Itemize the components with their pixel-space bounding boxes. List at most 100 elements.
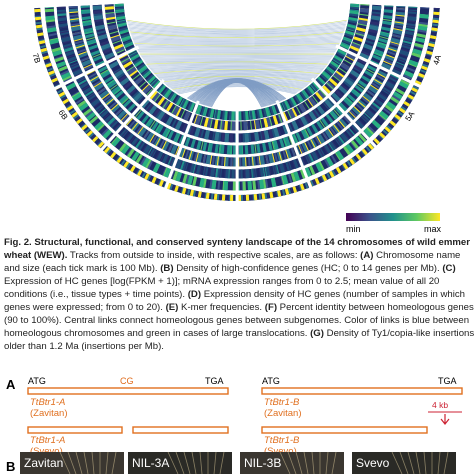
caption-part: Chromosome name and size (each tick mark… [4, 250, 461, 274]
link [200, 81, 273, 105]
link [131, 36, 343, 42]
caption-part: (C) [442, 263, 456, 274]
link [160, 74, 314, 81]
line-name: (Zavitan) [264, 408, 301, 419]
gene-bar [27, 426, 123, 434]
link [150, 65, 324, 70]
link [197, 80, 276, 104]
link [147, 62, 327, 66]
link [179, 86, 295, 95]
photo-texture [219, 451, 225, 474]
photo-texture [167, 451, 179, 474]
link [128, 26, 346, 35]
photo-texture [331, 451, 337, 474]
link [128, 25, 346, 34]
link [190, 78, 283, 101]
link [135, 45, 339, 49]
link [131, 34, 343, 40]
gene-left: ATG CG TGA TtBtr1-A (Zavitan) TtBtr1-A (… [27, 376, 229, 457]
link [146, 61, 328, 65]
photo-texture [111, 451, 117, 474]
link [138, 50, 336, 52]
scale-max: max [424, 224, 442, 234]
photo-texture [91, 451, 95, 474]
track-pattern [80, 5, 394, 155]
line-name: (Svevo) [264, 446, 297, 457]
link [175, 84, 299, 93]
link [131, 35, 343, 41]
link [142, 56, 332, 58]
photo-texture [191, 451, 197, 474]
photo-row: Zavitan NIL-3A NIL-3B Svevo [20, 451, 456, 474]
gene-right: ATG TGA TtBtr1-B (Zavitan) 4 kb TtBtr1-B… [261, 376, 463, 457]
photo-texture [295, 451, 303, 474]
link [195, 80, 278, 103]
link [133, 40, 341, 45]
link [154, 68, 320, 74]
caption-part: Density of high-confidence genes (HC; 0 … [173, 263, 443, 274]
link [199, 80, 274, 105]
caption-part: K-mer frequencies. [178, 302, 265, 313]
link [130, 32, 344, 39]
link [157, 71, 317, 77]
link [191, 79, 282, 102]
chromosome-gap [162, 100, 200, 194]
gene-bar [27, 387, 229, 395]
link [130, 31, 344, 38]
panel-label: B [6, 459, 15, 474]
scale-min: min [346, 224, 361, 234]
photo-texture [415, 451, 421, 474]
link [177, 85, 297, 94]
link [132, 39, 342, 44]
link [201, 81, 272, 105]
photo-texture [75, 451, 83, 474]
link [148, 63, 326, 67]
link [153, 68, 321, 73]
link [195, 79, 279, 103]
link [145, 59, 329, 63]
link [132, 37, 342, 43]
caption-part: Expression density of HC genes (number o… [4, 289, 465, 313]
photo-texture [83, 451, 89, 474]
gene-name: TtBtr1-B [264, 435, 300, 446]
link [200, 80, 273, 105]
start-codon: ATG [262, 376, 280, 386]
photo-texture [287, 451, 297, 474]
photo-label: Zavitan [24, 456, 63, 470]
link [155, 69, 319, 75]
panel-label: A [6, 377, 16, 392]
chromosome-label: 6B [57, 108, 70, 121]
photo-texture [279, 451, 291, 474]
photo-label: NIL-3B [244, 456, 281, 470]
link [198, 80, 275, 104]
caption-part: Percent identity between homeologous gen… [4, 302, 474, 339]
deletion-arrow [440, 414, 450, 425]
photo-texture [105, 451, 109, 474]
chromosome-label: 7B [31, 52, 42, 64]
link [149, 64, 325, 68]
track-pattern [104, 4, 370, 131]
link [191, 79, 283, 101]
link [176, 85, 298, 93]
photo-texture [175, 451, 185, 474]
link [145, 60, 329, 64]
link [142, 57, 332, 59]
photo-texture [423, 451, 427, 474]
photo-texture [443, 451, 449, 474]
track-pattern [68, 5, 406, 167]
link [192, 79, 281, 102]
link [129, 27, 345, 36]
chromosome-gap [275, 99, 314, 193]
track-pattern [34, 7, 440, 201]
caption-part: (G) [310, 328, 324, 339]
caption-part: (B) [160, 263, 174, 274]
link [162, 75, 312, 83]
link [158, 72, 316, 79]
link [156, 70, 318, 76]
gene-name: TtBtr1-B [264, 397, 300, 408]
link [134, 42, 340, 47]
link [194, 79, 279, 103]
link [193, 79, 280, 102]
